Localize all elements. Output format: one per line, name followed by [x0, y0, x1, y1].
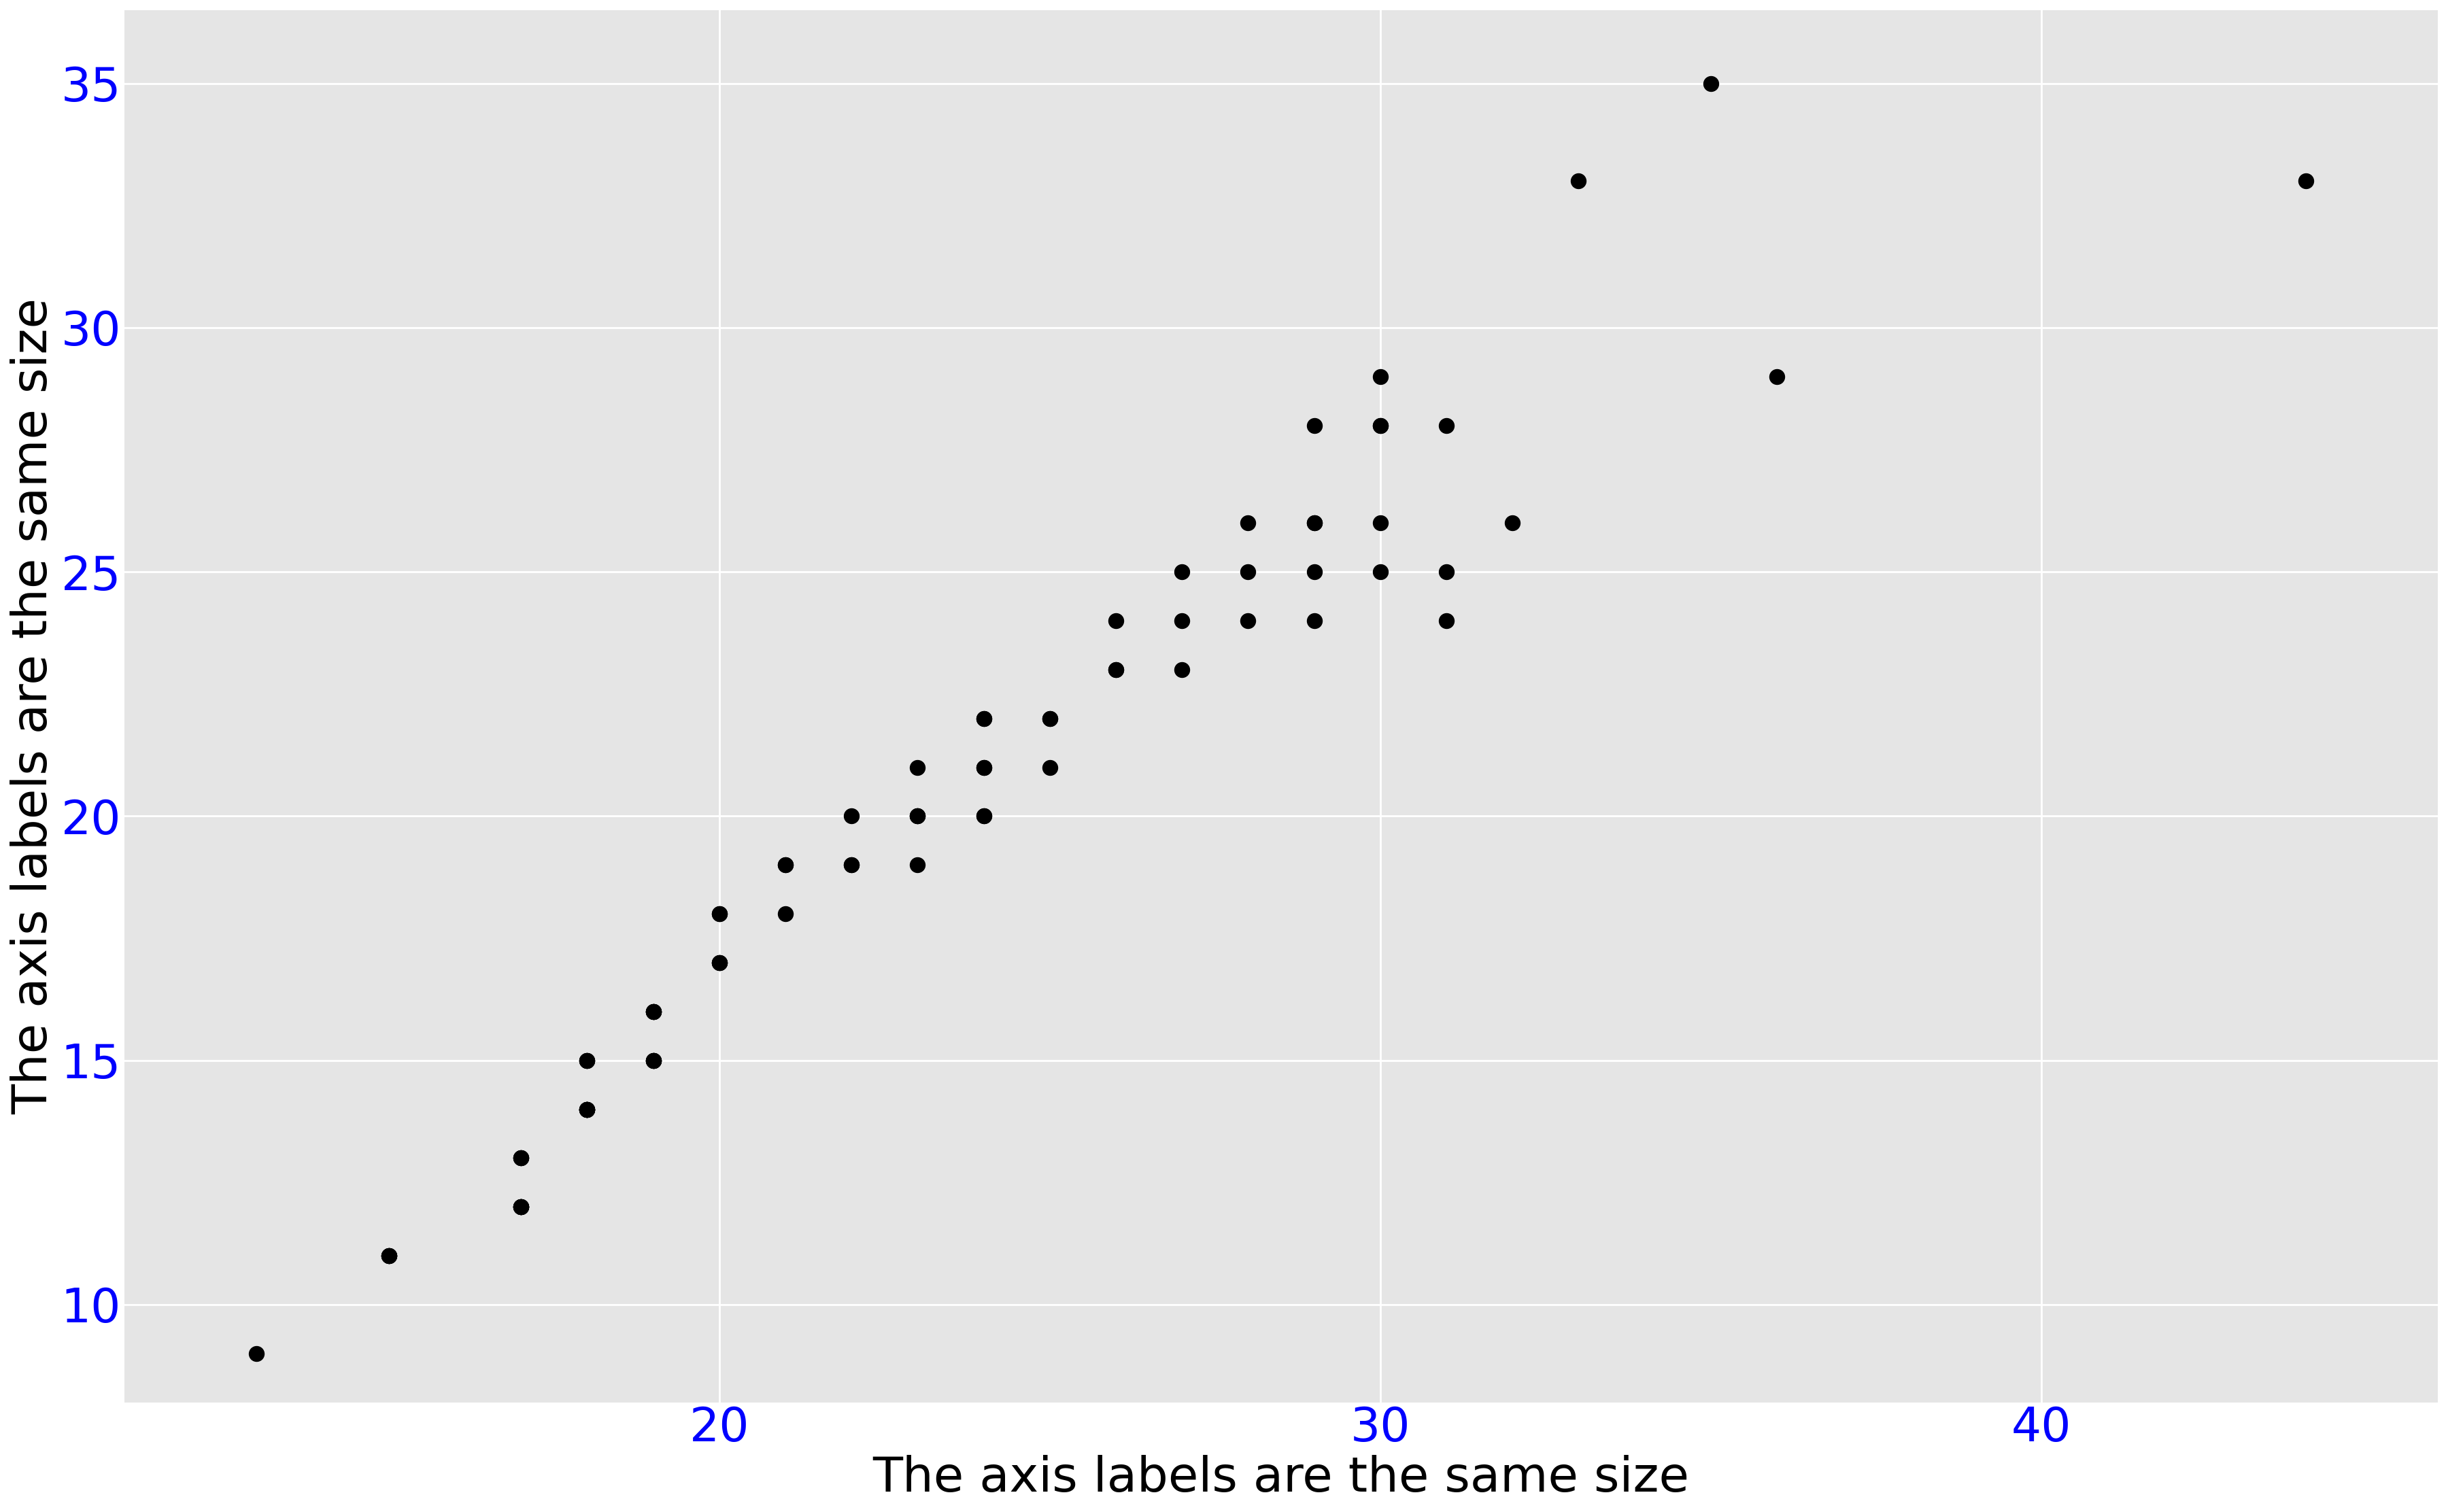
- Point: [965, 754, 1004, 779]
- Point: [1163, 658, 1202, 682]
- Point: [832, 804, 871, 829]
- Point: [634, 1048, 673, 1072]
- Point: [568, 1098, 607, 1122]
- Point: [1493, 511, 1532, 535]
- Point: [965, 706, 1004, 730]
- Point: [700, 951, 739, 975]
- Point: [502, 1194, 541, 1219]
- Point: [634, 1048, 673, 1072]
- Point: [965, 754, 1004, 779]
- Point: [832, 853, 871, 877]
- Y-axis label: The axis labels are the same size: The axis labels are the same size: [10, 298, 56, 1114]
- Point: [1295, 609, 1334, 634]
- Point: [568, 1098, 607, 1122]
- Point: [502, 1194, 541, 1219]
- Point: [1097, 658, 1136, 682]
- Point: [1163, 559, 1202, 584]
- Point: [1692, 71, 1731, 95]
- Point: [634, 999, 673, 1024]
- Point: [1229, 511, 1268, 535]
- Point: [502, 1146, 541, 1170]
- Point: [1361, 364, 1400, 389]
- Point: [965, 706, 1004, 730]
- Point: [502, 1146, 541, 1170]
- Point: [1031, 706, 1070, 730]
- Point: [898, 804, 938, 829]
- Point: [502, 1194, 541, 1219]
- Point: [965, 804, 1004, 829]
- Point: [568, 1098, 607, 1122]
- Point: [1427, 559, 1466, 584]
- Point: [568, 1098, 607, 1122]
- Point: [700, 901, 739, 925]
- Point: [370, 1244, 409, 1269]
- Point: [370, 1244, 409, 1269]
- Point: [1361, 511, 1400, 535]
- Point: [1427, 609, 1466, 634]
- X-axis label: The axis labels are the same size: The axis labels are the same size: [874, 1455, 1689, 1501]
- Point: [832, 853, 871, 877]
- Point: [766, 853, 805, 877]
- Point: [568, 1048, 607, 1072]
- Point: [2286, 169, 2326, 194]
- Point: [1361, 413, 1400, 437]
- Point: [237, 1341, 277, 1365]
- Point: [1295, 511, 1334, 535]
- Point: [568, 1098, 607, 1122]
- Point: [634, 1048, 673, 1072]
- Point: [502, 1194, 541, 1219]
- Point: [1163, 609, 1202, 634]
- Point: [1229, 559, 1268, 584]
- Point: [898, 804, 938, 829]
- Point: [1229, 609, 1268, 634]
- Point: [568, 1048, 607, 1072]
- Point: [898, 804, 938, 829]
- Point: [502, 1194, 541, 1219]
- Point: [1295, 413, 1334, 437]
- Point: [1361, 559, 1400, 584]
- Point: [766, 853, 805, 877]
- Point: [1295, 559, 1334, 584]
- Point: [1559, 169, 1599, 194]
- Point: [766, 901, 805, 925]
- Point: [634, 1048, 673, 1072]
- Point: [1295, 511, 1334, 535]
- Point: [370, 1244, 409, 1269]
- Point: [1097, 609, 1136, 634]
- Point: [634, 999, 673, 1024]
- Point: [1361, 413, 1400, 437]
- Point: [1031, 706, 1070, 730]
- Point: [700, 951, 739, 975]
- Point: [1097, 658, 1136, 682]
- Point: [898, 853, 938, 877]
- Point: [1758, 364, 1797, 389]
- Point: [568, 1098, 607, 1122]
- Point: [898, 754, 938, 779]
- Point: [370, 1244, 409, 1269]
- Point: [1427, 413, 1466, 437]
- Point: [965, 804, 1004, 829]
- Point: [634, 999, 673, 1024]
- Point: [700, 951, 739, 975]
- Point: [700, 901, 739, 925]
- Point: [634, 999, 673, 1024]
- Point: [568, 1048, 607, 1072]
- Point: [502, 1146, 541, 1170]
- Point: [1031, 754, 1070, 779]
